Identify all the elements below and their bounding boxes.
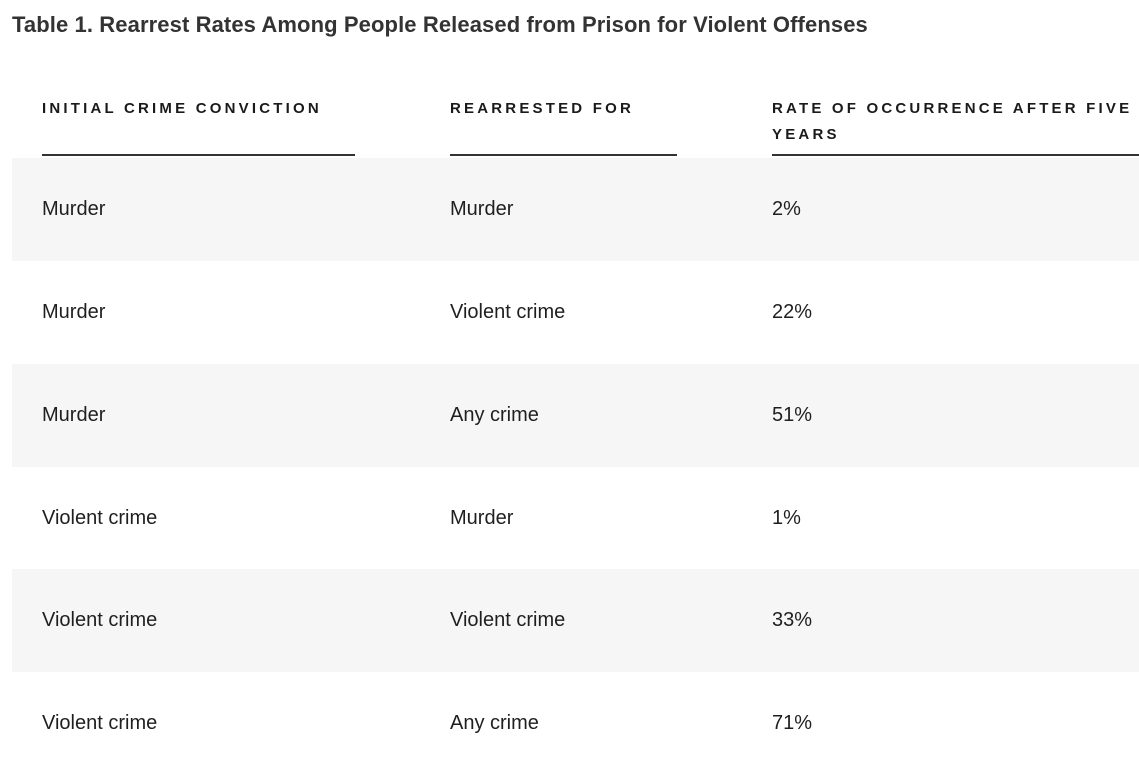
- column-header-rate: RATE OF OCCURRENCE AFTER FIVE YEARS: [772, 96, 1139, 156]
- cell-rearrested-for: Any crime: [450, 712, 539, 734]
- cell-rate: 22%: [772, 301, 813, 323]
- cell-initial-crime: Murder: [42, 404, 106, 426]
- cell-rate: 2%: [772, 198, 801, 220]
- cell-initial-crime: Murder: [42, 301, 106, 323]
- table-row: Murder Violent crime 22%: [12, 261, 1139, 364]
- cell-rearrested-for: Murder: [450, 507, 514, 529]
- table-row: Violent crime Murder 1%: [12, 467, 1139, 570]
- cell-initial-crime: Violent crime: [42, 507, 158, 529]
- cell-rate: 51%: [772, 404, 813, 426]
- cell-rate: 71%: [772, 712, 813, 734]
- table-title: Table 1. Rearrest Rates Among People Rel…: [12, 12, 868, 37]
- table-row: Violent crime Violent crime 33%: [12, 569, 1139, 672]
- cell-rearrested-for: Violent crime: [450, 609, 566, 631]
- column-header-initial-crime: INITIAL CRIME CONVICTION: [42, 96, 355, 156]
- cell-initial-crime: Violent crime: [42, 712, 158, 734]
- cell-rearrested-for: Violent crime: [450, 301, 566, 323]
- column-header-rearrested-for: REARRESTED FOR: [450, 96, 677, 156]
- cell-rate: 1%: [772, 507, 801, 529]
- cell-rearrested-for: Any crime: [450, 404, 539, 426]
- cell-initial-crime: Violent crime: [42, 609, 158, 631]
- cell-rearrested-for: Murder: [450, 198, 514, 220]
- table-row: Murder Murder 2%: [12, 158, 1139, 261]
- cell-initial-crime: Murder: [42, 198, 106, 220]
- table-row: Violent crime Any crime 71%: [12, 672, 1139, 775]
- cell-rate: 33%: [772, 609, 813, 631]
- table-row: Murder Any crime 51%: [12, 364, 1139, 467]
